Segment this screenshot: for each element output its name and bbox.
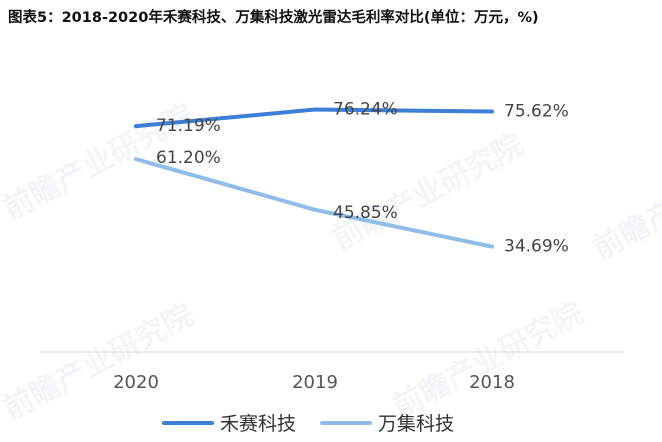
legend-label: 禾赛科技 [220,413,296,435]
chart-title: 图表5：2018-2020年禾赛科技、万集科技激光雷达毛利率对比(单位：万元，%… [8,10,539,26]
watermark-text: 前瞻产业研究院 [387,296,589,425]
data-point [491,111,493,113]
watermark-text: 前瞻产业研究院 [0,298,199,427]
x-tick-label: 2020 [113,372,159,393]
data-label: 34.69% [504,237,569,257]
data-point [314,109,316,110]
data-label: 76.24% [333,100,398,120]
watermark-text: 前瞻产业研究院 [587,138,662,267]
data-point [314,209,316,211]
data-label: 71.19% [156,116,221,136]
data-label: 45.85% [333,203,398,223]
x-tick-label: 2018 [469,372,515,393]
x-tick-label: 2019 [292,372,338,393]
data-point [135,125,137,127]
data-point [491,246,493,248]
data-point [135,158,137,160]
legend-label: 万集科技 [378,413,454,435]
data-label: 75.62% [504,102,569,122]
watermark-text: 前瞻产业研究院 [327,128,529,257]
data-label: 61.20% [156,148,221,168]
